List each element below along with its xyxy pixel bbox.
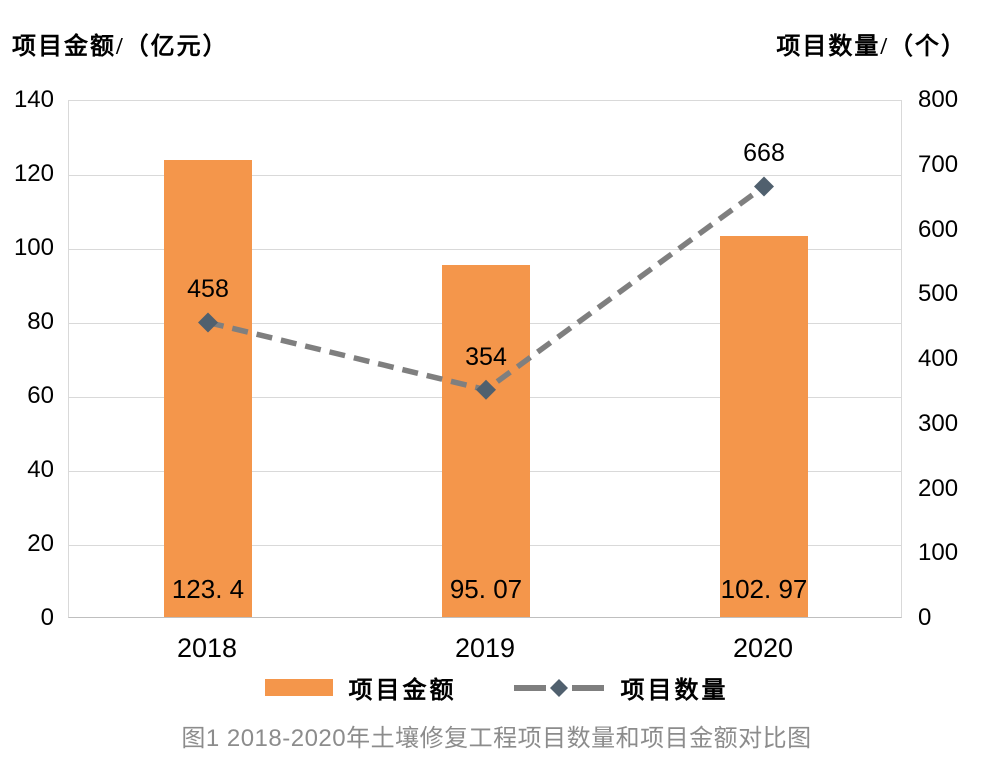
right-axis-title: 项目数量/（个） <box>776 34 967 60</box>
right-axis-tick-label: 800 <box>918 86 959 113</box>
legend-line-marker-icon <box>513 678 604 697</box>
bar: 123. 4 <box>164 160 252 617</box>
figure-caption: 图1 2018-2020年土壤修复工程项目数量和项目金额对比图 <box>181 725 812 752</box>
right-axis-tick-label: 600 <box>918 215 959 243</box>
bar-value-label: 123. 4 <box>171 574 245 604</box>
x-axis-tick-label: 2019 <box>454 633 516 663</box>
legend-bar-swatch <box>264 679 333 696</box>
line-series <box>198 176 774 400</box>
diamond-marker <box>754 176 774 197</box>
left-axis-tick-label: 40 <box>27 456 54 483</box>
right-axis-tick-label: 300 <box>918 409 959 437</box>
left-axis-tick-label: 20 <box>27 530 54 557</box>
right-axis-tick-label: 0 <box>918 604 932 631</box>
diamond-marker <box>476 379 496 400</box>
bar-value-label: 95. 07 <box>449 574 523 604</box>
right-axis-tick-label: 500 <box>918 280 959 308</box>
line-point-label: 354 <box>465 342 507 371</box>
legend-line-label: 项目数量 <box>620 678 729 704</box>
bar-value-label: 102. 97 <box>720 574 808 604</box>
left-axis-tick-label: 0 <box>40 604 54 631</box>
plot-area: 123. 4 95. 07 102. 97 458 354 668 <box>68 100 902 618</box>
x-axis-tick-label: 2020 <box>732 633 794 663</box>
bar: 95. 07 <box>442 265 530 617</box>
line-point-label: 458 <box>187 275 229 304</box>
right-axis-tick-label: 100 <box>918 539 959 567</box>
gridline <box>69 248 901 250</box>
bar: 102. 97 <box>720 236 808 617</box>
legend: 项目金额 项目数量 <box>0 670 993 705</box>
left-axis-tick-label: 140 <box>13 86 54 113</box>
legend-bar-label: 项目金额 <box>348 678 457 704</box>
left-axis-tick-label: 60 <box>27 382 54 409</box>
line-point-label: 668 <box>743 139 785 168</box>
left-axis-title: 项目金额/（亿元） <box>12 34 229 60</box>
left-axis-tick-label: 80 <box>27 308 54 335</box>
right-axis-tick-label: 400 <box>918 345 959 372</box>
left-axis-tick-label: 120 <box>13 160 54 187</box>
right-axis-tick-label: 200 <box>918 474 959 502</box>
right-axis-tick-label: 700 <box>918 150 959 178</box>
diamond-marker <box>198 312 218 333</box>
x-axis-tick-label: 2018 <box>176 633 238 663</box>
gridline <box>69 174 901 176</box>
left-axis-tick-label: 100 <box>13 234 54 261</box>
